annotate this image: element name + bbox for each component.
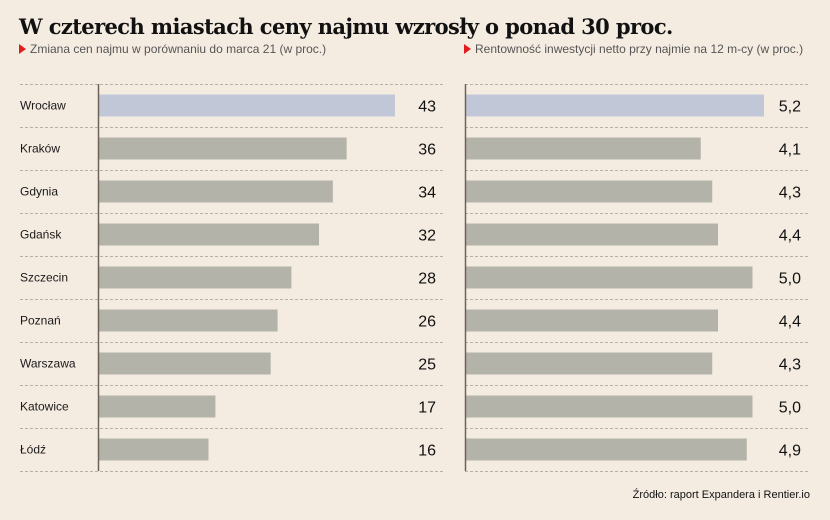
- source-note: Źródło: raport Expandera i Rentier.io: [632, 489, 810, 501]
- left-bar: [98, 180, 333, 203]
- left-value-label: 36: [418, 142, 436, 159]
- left-value-label: 25: [418, 357, 436, 374]
- right-panel-subtitle: Rentowność inwestycji netto przy najmie …: [464, 42, 803, 56]
- right-value-label: 5,2: [779, 99, 801, 116]
- left-value-label: 16: [418, 443, 436, 460]
- category-label: Warszawa: [20, 357, 76, 371]
- category-label: Gdańsk: [20, 228, 62, 242]
- left-value-label: 34: [418, 185, 436, 202]
- right-bar: [465, 352, 713, 375]
- left-bar: [98, 266, 292, 289]
- right-value-label: 5,0: [779, 400, 801, 417]
- left-value-label: 26: [418, 314, 436, 331]
- left-bar: [98, 395, 216, 418]
- category-label: Kraków: [20, 142, 60, 156]
- right-bar: [465, 94, 764, 117]
- left-value-label: 43: [418, 99, 436, 116]
- left-bar: [98, 137, 347, 160]
- right-bar: [465, 309, 718, 332]
- red-triangle-marker-icon: [19, 44, 26, 54]
- category-label: Wrocław: [20, 99, 66, 113]
- left-panel-subtitle-text: Zmiana cen najmu w porównaniu do marca 2…: [30, 42, 327, 56]
- category-label: Gdynia: [20, 185, 58, 199]
- right-value-label: 4,1: [779, 142, 801, 159]
- right-value-label: 4,4: [779, 314, 801, 331]
- left-bar: [98, 309, 278, 332]
- category-label: Poznań: [20, 314, 61, 328]
- red-triangle-marker-icon: [464, 44, 471, 54]
- right-bar: [465, 223, 718, 246]
- chart-title: W czterech miastach ceny najmu wzrosły o…: [19, 14, 673, 39]
- left-bar: [98, 438, 209, 461]
- left-bar: [98, 352, 271, 375]
- left-panel-subtitle: Zmiana cen najmu w porównaniu do marca 2…: [19, 42, 326, 56]
- left-bar: [98, 94, 395, 117]
- left-value-label: 17: [418, 400, 436, 417]
- right-value-label: 4,3: [779, 357, 801, 374]
- right-value-label: 4,3: [779, 185, 801, 202]
- category-label: Łódź: [20, 443, 46, 457]
- left-value-label: 32: [418, 228, 436, 245]
- right-bar: [465, 438, 747, 461]
- right-bar: [465, 395, 753, 418]
- right-bar: [465, 180, 713, 203]
- right-bar: [465, 266, 753, 289]
- right-value-label: 5,0: [779, 271, 801, 288]
- category-label: Szczecin: [20, 271, 68, 285]
- category-label: Katowice: [20, 400, 69, 414]
- right-panel-subtitle-text: Rentowność inwestycji netto przy najmie …: [475, 42, 804, 56]
- right-value-label: 4,9: [779, 443, 801, 460]
- left-bar: [98, 223, 320, 246]
- right-value-label: 4,4: [779, 228, 801, 245]
- left-value-label: 28: [418, 271, 436, 288]
- right-bar: [465, 137, 701, 160]
